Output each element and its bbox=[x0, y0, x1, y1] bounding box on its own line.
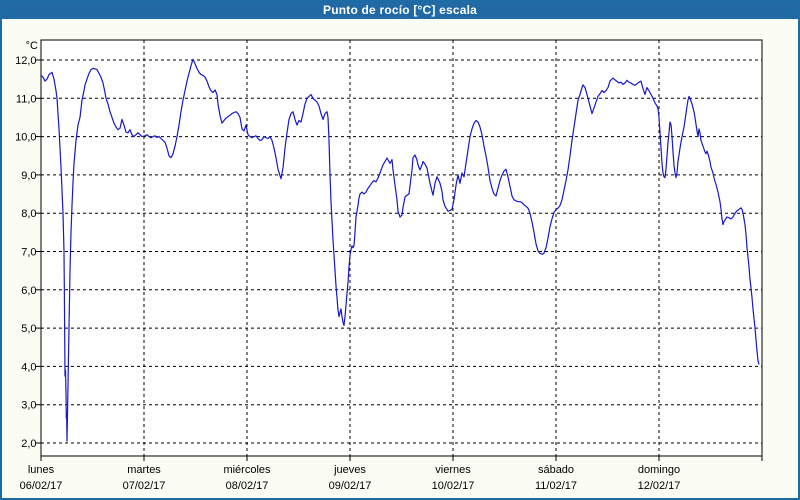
x-date-label: 06/02/17 bbox=[20, 480, 63, 492]
y-tick-label: 7,0 bbox=[21, 247, 36, 259]
y-tick-label: 2,0 bbox=[21, 438, 36, 450]
x-date-label: 09/02/17 bbox=[329, 480, 372, 492]
y-tick-label: 11,0 bbox=[16, 93, 37, 105]
plot-area bbox=[41, 40, 762, 456]
x-day-label: sábado bbox=[538, 464, 574, 476]
x-day-label: lunes bbox=[28, 464, 55, 476]
y-tick-label: 8,0 bbox=[21, 208, 36, 220]
x-date-label: 12/02/17 bbox=[638, 480, 681, 492]
y-axis-unit-label: °C bbox=[26, 40, 38, 52]
x-day-label: jueves bbox=[333, 464, 366, 476]
y-tick-label: 12,0 bbox=[15, 55, 36, 67]
y-tick-label: 9,0 bbox=[21, 170, 36, 182]
dewpoint-series-line bbox=[40, 58, 760, 442]
x-day-label: domingo bbox=[638, 464, 680, 476]
x-date-label: 10/02/17 bbox=[432, 480, 475, 492]
x-day-label: viernes bbox=[435, 464, 471, 476]
y-tick-label: 5,0 bbox=[21, 323, 36, 335]
x-date-label: 08/02/17 bbox=[226, 480, 269, 492]
x-date-label: 07/02/17 bbox=[123, 480, 166, 492]
title-bar: Punto de rocío [°C] escala bbox=[2, 2, 798, 19]
y-tick-label: 10,0 bbox=[15, 132, 36, 144]
y-tick-label: 4,0 bbox=[21, 361, 36, 373]
x-day-label: miércoles bbox=[223, 464, 271, 476]
y-tick-label: 3,0 bbox=[21, 400, 36, 412]
x-day-label: martes bbox=[127, 464, 161, 476]
window-title: Punto de rocío [°C] escala bbox=[322, 3, 478, 17]
dewpoint-chart: 12,0 11,0 10,0 9,0 8,0 7,0 6,0 5,0 4,0 3,0 2,0 °C lu… bbox=[15, 39, 763, 492]
plot-border bbox=[40, 39, 763, 457]
y-tick-label: 6,0 bbox=[21, 285, 36, 297]
x-date-label: 11/02/17 bbox=[535, 480, 577, 492]
